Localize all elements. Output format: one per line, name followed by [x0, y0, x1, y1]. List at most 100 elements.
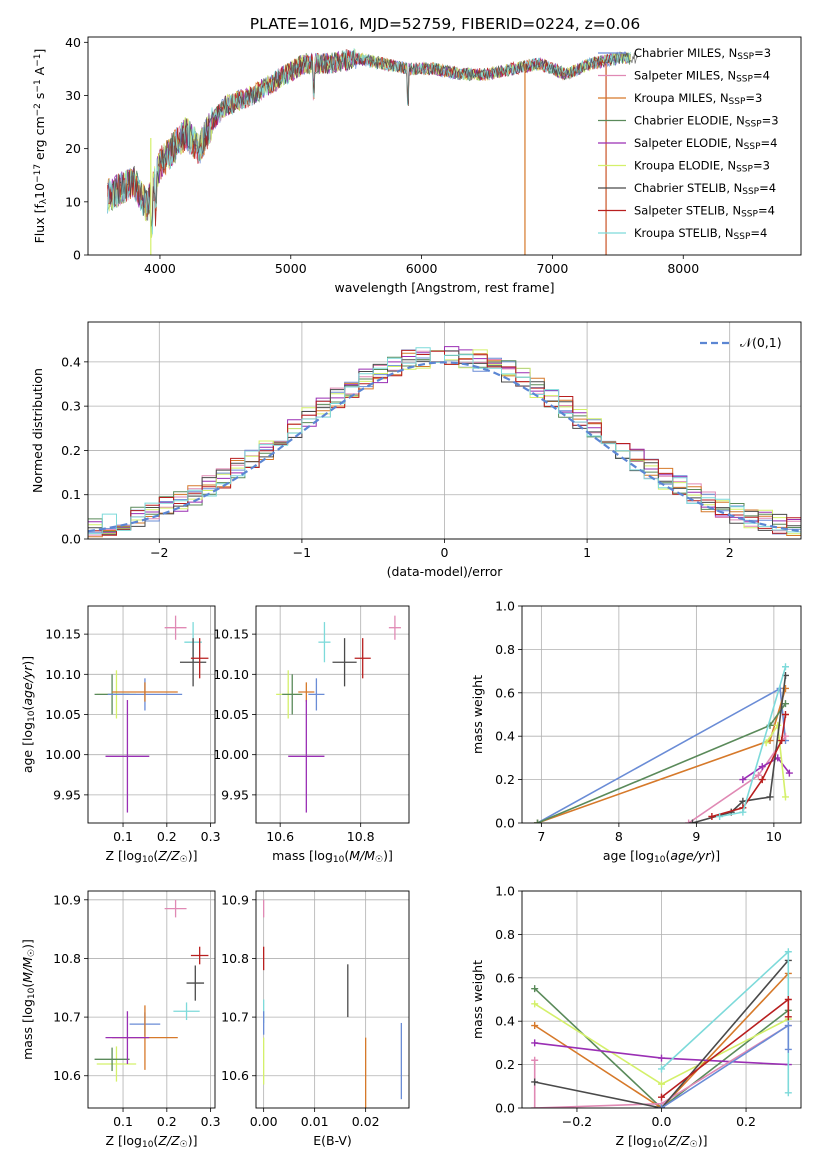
y-tick-label: 10.9: [53, 892, 81, 907]
y-tick-label: 40: [65, 35, 81, 50]
legend-entry: Chabrier STELIB, NSSP=4: [634, 181, 776, 197]
point-salpeter-miles: [388, 615, 401, 640]
panel-ebv_vs_mass: 0.00 0.01 0.02 10.6 10.7 10.8 10.9 E(B-V): [221, 890, 410, 1148]
y-tick-label: 10.05: [45, 707, 81, 722]
label-part: Salpeter ELODIE, N: [634, 136, 744, 150]
label-part: Chabrier STELIB, N: [634, 181, 742, 195]
label-part: wavelength [Angstrom, rest frame]: [334, 280, 554, 295]
y-tick-label: 10.10: [45, 667, 81, 682]
weight-marker: [685, 819, 693, 823]
x-tick-label: −2: [150, 545, 168, 560]
label-part: age/yr: [20, 665, 35, 706]
weight-series-kroupa-elodie: [762, 721, 789, 801]
label-part: 10: [333, 855, 345, 865]
label-part: =3: [745, 91, 762, 105]
label-part: 10: [32, 183, 47, 199]
y-axis-label: mass weight: [470, 960, 485, 1039]
label-part: mass [log: [272, 848, 333, 863]
label-part: 10: [27, 987, 37, 999]
label-part: SSP: [736, 75, 753, 85]
weight-marker: [658, 1054, 665, 1062]
figure-title: PLATE=1016, MJD=52759, FIBERID=0224, z=0…: [250, 15, 640, 33]
x-axis-label: wavelength [Angstrom, rest frame]: [334, 280, 554, 295]
weight-marker: [774, 721, 782, 729]
x-axis-label: Z [log10(Z/Z☉)]: [106, 1133, 198, 1150]
y-tick-label: 9.95: [53, 787, 81, 802]
weight-marker: [534, 819, 541, 823]
weight-marker: [531, 1104, 539, 1108]
weight-series-chabrier-miles: [658, 1022, 792, 1108]
weight-marker: [782, 732, 789, 740]
point-chabrier-stelib: [179, 638, 207, 687]
label-part: )]: [188, 1133, 198, 1148]
label-part: =3: [762, 114, 779, 128]
y-axis-label: Flux [fλ10−17 erg cm−2 s−1 A−1]: [32, 49, 49, 244]
weight-marker: [784, 1045, 792, 1053]
label-part: SSP: [734, 232, 751, 242]
weight-marker: [784, 948, 792, 956]
axes-frame: [87, 321, 802, 540]
label-part: −1: [33, 54, 43, 67]
label-part: E(B-V): [313, 1133, 352, 1148]
y-tick-label: 0.2: [495, 1057, 515, 1072]
label-part: ]: [32, 49, 47, 54]
label-part: Salpeter STELIB, N: [634, 204, 741, 218]
label-part: (: [153, 1133, 158, 1148]
axes-frame: [521, 605, 802, 824]
label-part: =4: [761, 136, 778, 150]
x-axis-label: Z [log10(Z/Z☉)]: [616, 1133, 708, 1150]
y-axis-label: age [log10(age/yr)]: [20, 656, 37, 773]
label-part: SSP: [736, 165, 753, 175]
legend-entry: Chabrier ELODIE, NSSP=3: [634, 114, 779, 130]
point-chabrier-elodie: [282, 674, 303, 715]
plot-area: [531, 948, 792, 1108]
x-tick-label: 1: [583, 545, 591, 560]
label-part: −17: [33, 164, 43, 183]
point-chabrier-miles: [308, 678, 325, 711]
x-tick-label: 0.2: [736, 1114, 756, 1129]
weight-marker: [531, 1078, 539, 1086]
y-tick-label: 10.6: [53, 1068, 81, 1083]
y-tick-label: 20: [65, 141, 81, 156]
plot-area: [276, 615, 401, 813]
x-tick-label: 0.3: [201, 1114, 221, 1129]
weight-marker: [658, 1093, 665, 1101]
x-axis-label: Z [log10(Z/Z☉)]: [106, 848, 198, 865]
x-tick-label: 9: [692, 829, 700, 844]
spectrum-line-salpeter-miles: [107, 50, 612, 227]
weight-marker: [754, 771, 762, 779]
y-axis-label: mass weight: [470, 675, 485, 754]
legend-entry: Salpeter MILES, NSSP=4: [634, 69, 770, 85]
y-tick-label: 0.0: [61, 532, 81, 547]
weight-line: [534, 959, 789, 1108]
plot-area: [88, 346, 801, 538]
plot-area: [94, 615, 209, 813]
label-part: Z/Z: [667, 1133, 690, 1148]
label-part: Salpeter MILES, N: [634, 69, 736, 83]
axes-frame: [87, 36, 802, 256]
point-chabrier-elodie: [94, 1047, 130, 1072]
weight-marker: [531, 985, 539, 993]
y-tick-label: 0.6: [495, 970, 515, 985]
y-tick-label: 10.00: [45, 747, 81, 762]
label-part: −1: [33, 79, 43, 92]
y-tick-label: 0.3: [61, 399, 81, 414]
label-part: Flux [f: [32, 204, 47, 244]
weight-series-kroupa-miles: [534, 684, 789, 823]
label-part: mass [log: [20, 999, 35, 1060]
x-tick-label: 0.0: [652, 1114, 672, 1129]
weight-marker: [716, 812, 724, 820]
label-part: 10: [27, 710, 37, 722]
label-part: (: [153, 848, 158, 863]
weight-series-salpeter-stelib: [708, 711, 789, 820]
point-salpeter-elodie: [288, 700, 325, 813]
label-part: (: [20, 983, 35, 988]
y-tick-label: 10.15: [45, 627, 81, 642]
y-tick-label: 0.8: [495, 642, 515, 657]
x-tick-label: 0.01: [301, 1114, 329, 1129]
y-axis-label: Normed distribution: [30, 368, 45, 493]
weight-marker: [784, 996, 792, 1003]
label-part: ☉: [690, 1140, 698, 1150]
x-tick-label: 0.1: [113, 1114, 133, 1129]
